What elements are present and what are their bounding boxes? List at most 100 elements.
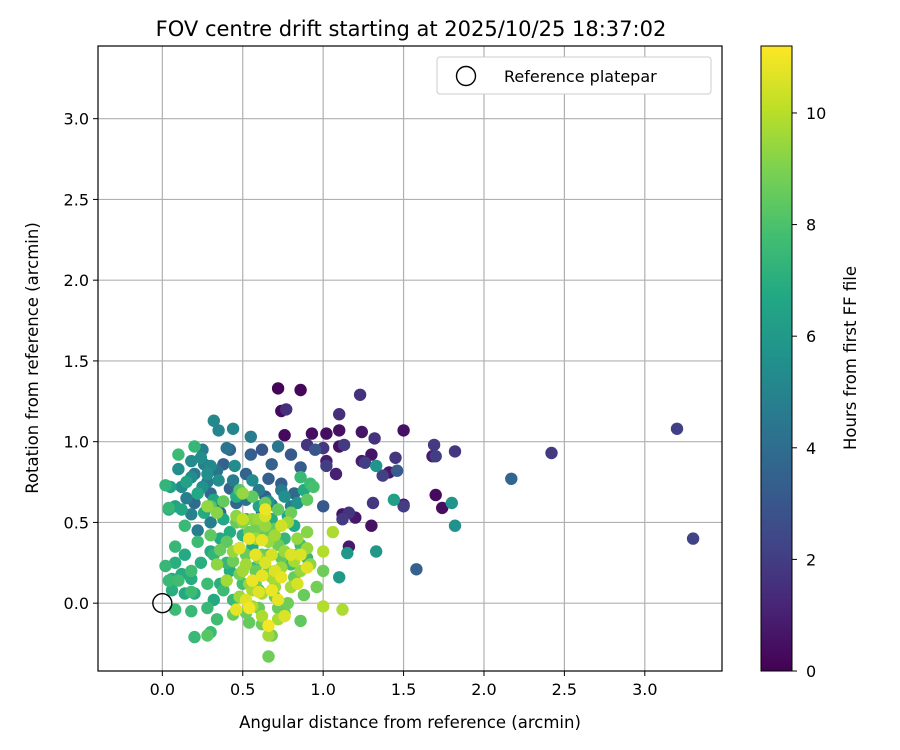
data-point	[284, 548, 298, 561]
data-point	[262, 472, 275, 485]
data-point	[686, 532, 700, 545]
data-point	[336, 603, 349, 616]
data-point	[191, 524, 204, 537]
colorbar-tick-label: 4	[806, 439, 816, 458]
data-point	[228, 459, 241, 473]
legend-label: Reference platepar	[504, 67, 657, 86]
data-point	[397, 424, 410, 437]
data-point	[178, 548, 191, 561]
data-point	[429, 450, 442, 463]
data-point	[329, 467, 343, 481]
colorbar-tick-label: 10	[806, 104, 826, 123]
data-point	[185, 585, 198, 599]
data-point	[278, 490, 291, 503]
data-point	[210, 613, 224, 626]
data-point	[366, 496, 380, 510]
data-point	[226, 555, 240, 568]
data-point	[333, 424, 346, 437]
data-point	[201, 577, 214, 590]
colorbar-gradient	[760, 45, 793, 672]
data-point	[172, 462, 185, 476]
y-tick-label: 0.0	[64, 594, 89, 613]
data-point	[288, 487, 301, 500]
data-point	[233, 542, 246, 555]
data-point	[326, 525, 339, 539]
data-point	[188, 440, 201, 453]
data-point	[284, 506, 298, 519]
colorbar: 0 2 4 6 8 10 Hours from first FF file	[760, 45, 860, 681]
data-point	[201, 601, 214, 615]
y-tick-label: 1.0	[64, 433, 89, 452]
data-point	[268, 529, 282, 542]
x-tick-label: 2.5	[552, 680, 577, 699]
data-point	[297, 588, 311, 602]
data-point	[214, 543, 227, 557]
data-point	[278, 429, 291, 442]
data-point	[201, 500, 214, 513]
data-point	[294, 471, 307, 484]
data-point	[246, 490, 259, 503]
data-point	[236, 487, 249, 500]
data-point	[162, 501, 175, 515]
data-point	[223, 525, 237, 539]
data-point	[300, 493, 314, 506]
data-point	[259, 556, 272, 569]
data-point	[201, 629, 214, 642]
data-point	[244, 430, 257, 443]
data-point	[294, 383, 307, 397]
data-point	[204, 516, 217, 529]
data-point	[308, 443, 322, 456]
data-point	[243, 532, 256, 545]
data-point	[317, 600, 330, 613]
data-point	[317, 500, 330, 513]
data-point	[236, 513, 249, 526]
data-point	[278, 609, 291, 623]
data-point	[201, 467, 214, 481]
data-point	[169, 603, 182, 616]
data-point	[185, 564, 198, 578]
x-tick-label: 3.0	[632, 680, 657, 699]
data-point	[370, 459, 383, 473]
x-tick-label: 2.0	[471, 680, 496, 699]
data-point	[670, 422, 684, 435]
data-point	[280, 403, 293, 416]
data-point	[175, 503, 188, 516]
x-tick-label: 1.0	[310, 680, 335, 699]
data-point	[265, 584, 278, 597]
data-point	[185, 454, 198, 468]
data-point	[505, 472, 518, 485]
y-tick-label: 0.5	[64, 513, 89, 532]
data-point	[271, 503, 285, 516]
grid	[98, 46, 722, 671]
scatter-points	[159, 382, 700, 663]
data-point	[389, 451, 402, 464]
data-point	[185, 508, 198, 521]
data-point	[169, 540, 182, 553]
data-point	[188, 630, 201, 644]
data-point	[220, 574, 233, 587]
data-point	[194, 556, 208, 569]
reference-marker	[152, 592, 173, 614]
legend-box	[436, 56, 712, 95]
data-point	[271, 440, 285, 453]
data-point	[427, 438, 441, 452]
y-tick-label: 2.5	[64, 190, 89, 209]
data-point	[246, 574, 259, 587]
x-axis-ticks: 0.0 0.5 1.0 1.5 2.0 2.5 3.0	[150, 671, 658, 699]
data-point	[275, 571, 288, 584]
data-point	[169, 556, 182, 569]
x-tick-label: 0.0	[150, 680, 175, 699]
data-point	[429, 488, 442, 502]
data-point	[262, 629, 275, 642]
data-point	[212, 474, 225, 487]
y-tick-label: 3.0	[64, 110, 89, 129]
data-point	[333, 408, 346, 421]
data-point	[259, 503, 272, 516]
data-point	[262, 619, 275, 632]
y-tick-label: 1.5	[64, 352, 89, 371]
y-tick-label: 2.0	[64, 271, 89, 290]
data-point	[337, 438, 351, 452]
data-point	[236, 564, 249, 578]
data-point	[317, 545, 330, 558]
data-point	[436, 501, 449, 515]
